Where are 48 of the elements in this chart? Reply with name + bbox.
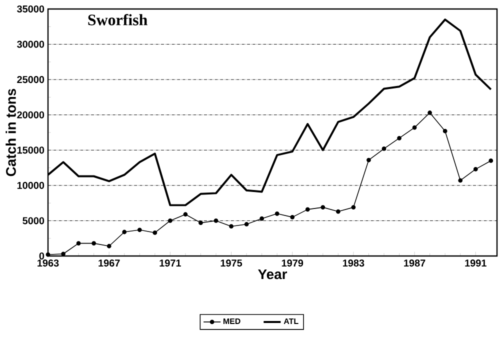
y-tick-label: 35000	[17, 5, 44, 13]
y-tick-label: 5000	[22, 217, 44, 224]
point	[274, 211, 280, 216]
point	[198, 220, 203, 226]
point	[214, 218, 218, 223]
y-tick-label: 25000	[17, 76, 44, 84]
y-tick-label: 10000	[17, 182, 44, 189]
x-tick-label: 1991	[465, 260, 486, 267]
x-tick-label: 1987	[404, 260, 426, 267]
x-tick-label: 1971	[160, 260, 181, 267]
point	[76, 241, 81, 246]
point	[351, 205, 356, 210]
x-axis-title: Year	[258, 269, 288, 280]
chart-title: Sworfish	[88, 14, 148, 26]
x-tick-label: 1983	[342, 260, 364, 267]
y-tick-label: 0	[39, 252, 44, 260]
point	[106, 244, 112, 248]
point	[137, 228, 142, 232]
point	[488, 158, 494, 163]
point	[92, 241, 96, 246]
y-tick-label: 20000	[17, 111, 44, 118]
point	[382, 146, 386, 151]
point	[229, 224, 234, 229]
point	[183, 212, 188, 217]
point	[244, 222, 249, 226]
point	[152, 230, 158, 235]
point	[336, 209, 340, 214]
point	[473, 167, 478, 172]
x-tick-label: 1975	[220, 260, 242, 267]
y-axis-title: Catch in tons	[6, 88, 16, 176]
y-tick-label: 30000	[17, 40, 44, 48]
point	[412, 125, 417, 130]
x-tick-label: 1979	[282, 260, 304, 267]
point	[458, 178, 463, 183]
point	[290, 214, 295, 220]
point	[366, 158, 371, 162]
point	[428, 110, 432, 115]
point	[168, 218, 172, 223]
point	[442, 128, 448, 134]
point	[260, 216, 264, 221]
point	[320, 205, 326, 210]
point	[305, 207, 310, 212]
point	[122, 230, 127, 234]
y-tick-label: 15000	[17, 146, 44, 154]
point	[397, 136, 402, 140]
point	[46, 252, 50, 257]
x-tick-label: 1963	[38, 260, 59, 267]
x-tick-label: 1967	[98, 260, 120, 267]
